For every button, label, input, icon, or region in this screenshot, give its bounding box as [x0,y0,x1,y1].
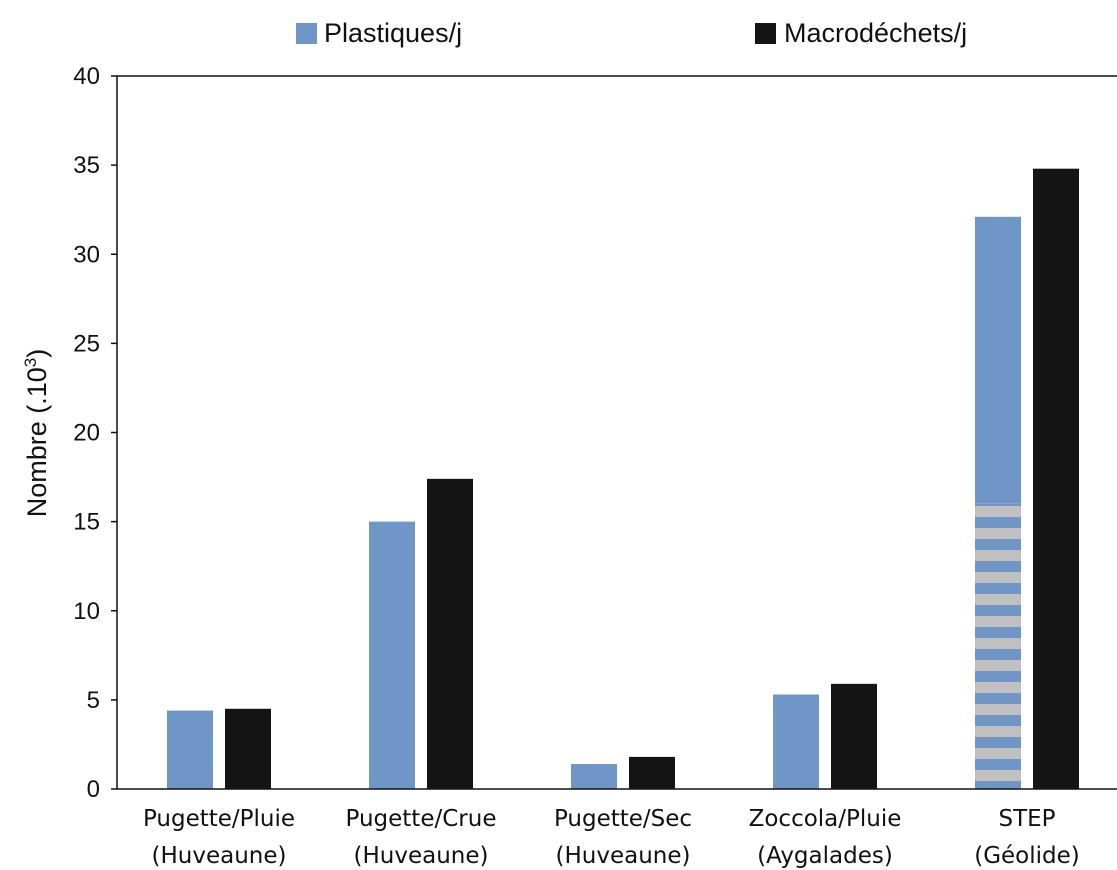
y-tick-label: 15 [73,509,100,536]
x-category-label: (Huveaune) [556,843,691,869]
bar-macrodchetsj [831,683,877,789]
x-category-label: Pugette/Sec [554,806,692,832]
y-tick-label: 10 [73,598,100,625]
x-category-label: Pugette/Crue [346,806,497,832]
bar-macrodchetsj [629,756,675,789]
bar-plastiquesj-striped-segment [975,503,1021,789]
bar-plastiquesj [571,764,617,789]
y-axis-ticks: 0 5 10 15 20 25 30 35 40 [73,63,117,803]
y-axis-title: Nombre (.103) [21,349,52,518]
x-category-label: (Géolide) [974,843,1080,869]
x-category-label: (Huveaune) [354,843,489,869]
y-tick-label: 40 [73,63,100,90]
legend: Plastiques/j Macrodéchets/j [296,18,967,48]
y-axis-title-superscript: 3 [21,358,40,367]
bar-macrodchetsj [427,478,473,789]
legend-label-plastiques: Plastiques/j [324,18,462,48]
y-tick-label: 5 [87,687,100,714]
bar-macrodchetsj [225,708,271,789]
bar-plastiquesj [975,216,1021,504]
legend-label-macrodechets: Macrodéchets/j [784,18,967,48]
y-axis-title-main: Nombre (.10 [22,367,52,517]
bar-plastiquesj [167,710,213,789]
y-tick-label: 30 [73,241,100,268]
legend-swatch-plastiques [296,23,317,44]
y-axis-title-end: ) [22,349,52,358]
x-axis-labels: Pugette/Pluie (Huveaune) Pugette/Crue (Huve… [143,806,1080,869]
y-tick-label: 0 [87,776,100,803]
bars [167,168,1079,789]
x-category-label: Zoccola/Pluie [749,806,902,832]
bar-plastiquesj [773,694,819,789]
x-category-label: Pugette/Pluie [143,806,295,832]
bar-macrodchetsj [1033,168,1079,789]
y-tick-label: 35 [73,152,100,179]
y-tick-label: 25 [73,330,100,357]
legend-swatch-macrodechets [755,23,776,44]
x-category-label: STEP [998,806,1055,832]
bar-plastiquesj [369,521,415,789]
y-tick-label: 20 [73,420,100,447]
x-category-label: (Aygalades) [757,843,893,869]
x-category-label: (Huveaune) [152,843,287,869]
